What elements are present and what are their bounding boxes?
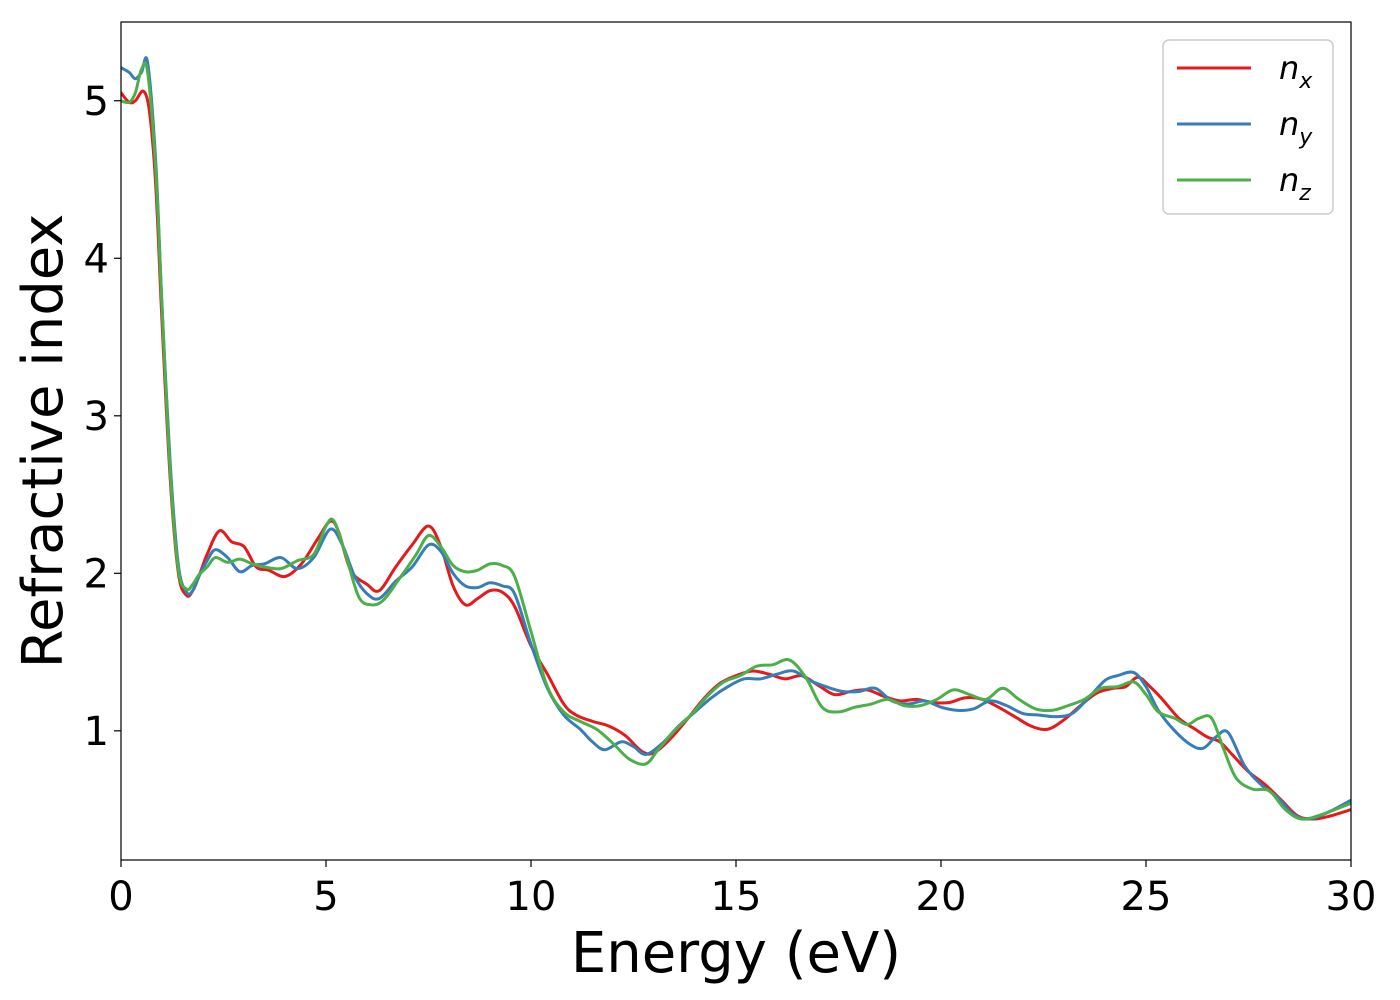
y-tick-label: 3 — [84, 394, 109, 440]
x-tick-label: 10 — [506, 874, 557, 920]
x-tick-label: 30 — [1326, 874, 1377, 920]
series-line-z — [121, 61, 1351, 821]
series-layer — [121, 56, 1351, 821]
legend-label-z: nz — [1279, 161, 1311, 206]
y-axis: 1 2 3 4 5 — [84, 79, 121, 755]
x-tick-label: 25 — [1121, 874, 1172, 920]
y-tick-label: 5 — [84, 79, 109, 125]
y-axis-label: Refractive index — [11, 214, 76, 669]
legend: nx ny nz — [1162, 39, 1334, 215]
y-tick-label: 4 — [84, 236, 109, 282]
x-tick-label: 0 — [108, 874, 133, 920]
x-tick-label: 5 — [313, 874, 338, 920]
x-axis: 0 5 10 15 20 25 30 — [108, 860, 1376, 920]
legend-label-y: ny — [1279, 105, 1313, 150]
legend-box — [1162, 39, 1334, 215]
x-axis-label: Energy (eV) — [571, 921, 901, 986]
series-line-y — [121, 56, 1351, 821]
x-tick-label: 15 — [711, 874, 762, 920]
x-tick-label: 20 — [916, 874, 967, 920]
y-tick-label: 2 — [84, 551, 109, 597]
y-tick-label: 1 — [84, 709, 109, 755]
legend-label-x: nx — [1279, 49, 1313, 94]
